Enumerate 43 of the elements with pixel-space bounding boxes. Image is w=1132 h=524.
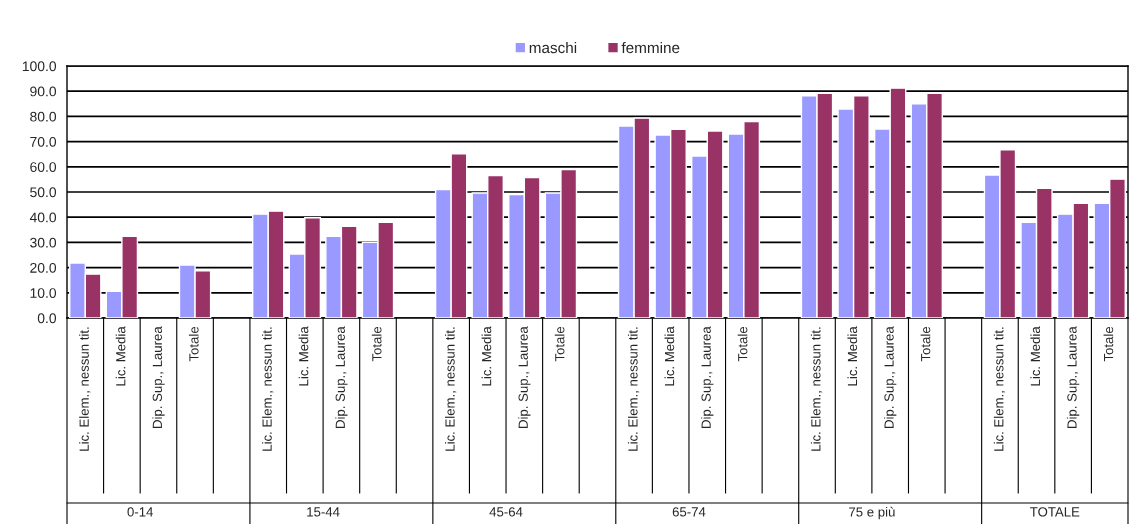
y-tick-label: 30.0 [30, 237, 57, 248]
x-tick-label: Dip. Sup., Laurea [884, 326, 897, 428]
text: 45-64 [489, 507, 523, 517]
y-tick-label: 100.0 [22, 61, 57, 72]
x-tick-label: Dip. Sup., Laurea [152, 326, 165, 428]
x-tick-label: Lic. Elem., nessun tit. [627, 327, 640, 451]
y-tick-label: 70.0 [30, 136, 57, 147]
x-tick-label: Lic. Media [847, 326, 858, 386]
x-tick-label: Lic. Media [298, 326, 309, 386]
x-tick-label: Dip. Sup., Laurea [701, 326, 714, 428]
text: 65-74 [672, 507, 706, 517]
text: 75 e più [849, 506, 895, 520]
x-tick-label: Lic. Media [115, 326, 126, 386]
x-tick-label: Lic. Media [481, 326, 492, 386]
x-tick-label: Lic. Elem., nessun tit. [79, 327, 91, 451]
legend-label: femmine [621, 41, 680, 54]
y-tick-label: 10.0 [30, 288, 57, 298]
x-tick-label: Dip. Sup., Laurea [335, 326, 348, 428]
x-tick-label: Lic. Media [664, 326, 675, 386]
x-tick-label: Lic. Elem., nessun tit. [445, 327, 457, 451]
x-tick-label: Lic. Media [1030, 326, 1041, 386]
y-tick-label: 20.0 [30, 262, 57, 273]
x-tick-label: Lic. Elem., nessun tit. [262, 327, 274, 451]
text: 15-44 [307, 507, 340, 517]
x-tick-label: Totale [371, 326, 382, 362]
x-tick-label: Totale [1103, 326, 1114, 362]
y-tick-label: 60.0 [30, 162, 57, 172]
x-tick-label: Totale [737, 326, 748, 362]
y-tick-label: 90.0 [30, 86, 57, 97]
text: 0-14 [127, 507, 153, 517]
y-tick-label: 40.0 [29, 212, 57, 223]
x-tick-label: Lic. Elem., nessun tit. [810, 327, 823, 451]
text: TOTALE [1030, 507, 1080, 517]
y-tick-label: 80.0 [30, 111, 57, 122]
x-tick-label: Totale [554, 326, 565, 362]
legend-label: maschi [529, 41, 577, 54]
x-tick-label: Totale [920, 326, 931, 362]
y-tick-label: 0.0 [37, 313, 57, 324]
x-tick-label: Lic. Elem., nessun tit. [993, 327, 1006, 451]
x-tick-label: Dip. Sup., Laurea [518, 326, 531, 428]
y-tick-label: 50.0 [30, 187, 57, 198]
x-tick-label: Totale [188, 326, 199, 362]
x-tick-label: Dip. Sup., Laurea [1066, 326, 1080, 428]
